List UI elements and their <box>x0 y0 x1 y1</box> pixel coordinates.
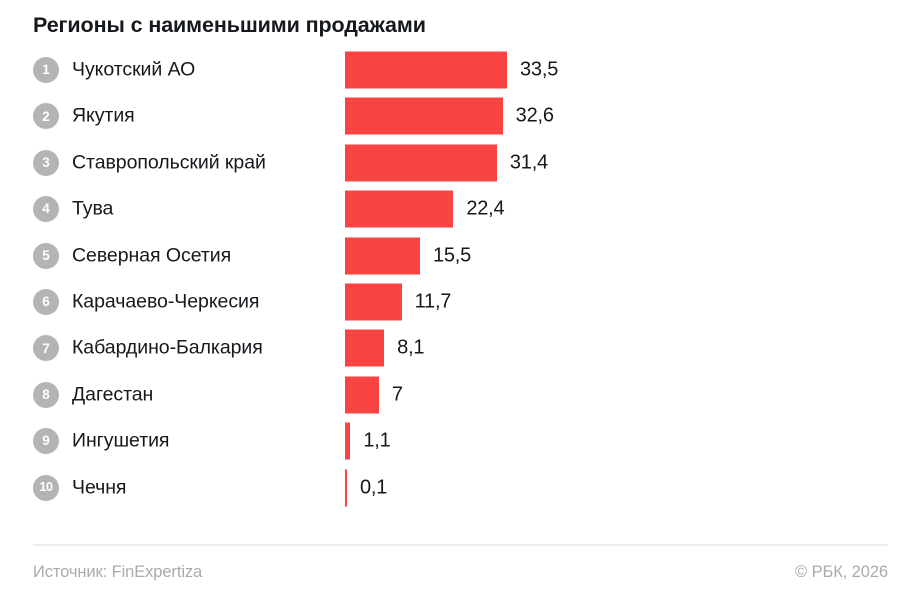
chart-row: 5 Северная Осетия 15,5 <box>0 232 921 278</box>
chart-row: 10 Чечня 0,1 <box>0 464 921 510</box>
rank-badge: 7 <box>33 335 59 362</box>
chart-row: 7 Кабардино-Балкария 8,1 <box>0 325 921 371</box>
bar-value-label: 15,5 <box>432 244 472 267</box>
region-name-label: Северная Осетия <box>72 244 232 267</box>
chart-row: 9 Ингушетия 1,1 <box>0 418 921 464</box>
value-bar <box>345 190 454 228</box>
value-bar <box>345 97 503 135</box>
rank-badge: 1 <box>33 56 59 83</box>
bar-chart-plot-area: 1 Чукотский АО 33,5 2 Якутия 32,6 3 Ставропольс… <box>0 47 921 519</box>
value-bar <box>345 469 347 507</box>
value-bar <box>345 376 379 414</box>
rank-badge: 8 <box>33 381 59 408</box>
value-bar <box>345 237 420 275</box>
bar-value-label: 0,1 <box>360 476 388 499</box>
region-name-label: Ингушетия <box>72 429 170 452</box>
chart-footer: Источник: FinExpertiza © РБК, 2026 <box>33 557 888 587</box>
region-name-label: Тува <box>72 197 114 220</box>
footer-divider <box>33 544 888 546</box>
rank-badge: 3 <box>33 149 59 176</box>
page-title: Регионы с наименьшими продажами <box>33 13 426 37</box>
region-name-label: Дагестан <box>72 383 154 406</box>
region-name-label: Карачаево-Черкесия <box>72 290 260 313</box>
value-bar <box>345 144 497 182</box>
region-name-label: Ставропольский край <box>72 151 266 174</box>
chart-row: 1 Чукотский АО 33,5 <box>0 47 921 93</box>
bar-value-label: 31,4 <box>509 151 548 174</box>
bar-value-label: 33,5 <box>520 58 559 81</box>
value-bar <box>345 283 402 321</box>
value-bar <box>345 422 351 460</box>
chart-row: 4 Тува 22,4 <box>0 186 921 232</box>
rank-badge: 2 <box>33 103 59 130</box>
region-name-label: Чечня <box>72 476 127 499</box>
rank-badge: 9 <box>33 428 59 455</box>
source-label: Источник: FinExpertiza <box>33 562 203 581</box>
rank-badge: 4 <box>33 196 59 223</box>
copyright-label: © РБК, 2026 <box>795 562 888 581</box>
bar-value-label: 7 <box>391 383 403 406</box>
chart-row: 3 Ставропольский край 31,4 <box>0 140 921 186</box>
bar-value-label: 1,1 <box>363 429 391 452</box>
rank-badge: 5 <box>33 242 59 269</box>
chart-row: 8 Дагестан 7 <box>0 372 921 418</box>
region-name-label: Чукотский АО <box>72 58 196 81</box>
chart-row: 6 Карачаево-Черкесия 11,7 <box>0 279 921 325</box>
bar-value-label: 8,1 <box>397 336 425 359</box>
bar-value-label: 22,4 <box>466 197 505 220</box>
rank-badge: 10 <box>33 474 59 501</box>
region-name-label: Якутия <box>72 104 135 127</box>
value-bar <box>345 329 385 367</box>
bar-value-label: 11,7 <box>414 290 452 313</box>
value-bar <box>345 51 507 89</box>
chart-row: 2 Якутия 32,6 <box>0 93 921 139</box>
bar-value-label: 32,6 <box>515 104 554 127</box>
region-name-label: Кабардино-Балкария <box>72 336 263 359</box>
rank-badge: 6 <box>33 288 59 315</box>
